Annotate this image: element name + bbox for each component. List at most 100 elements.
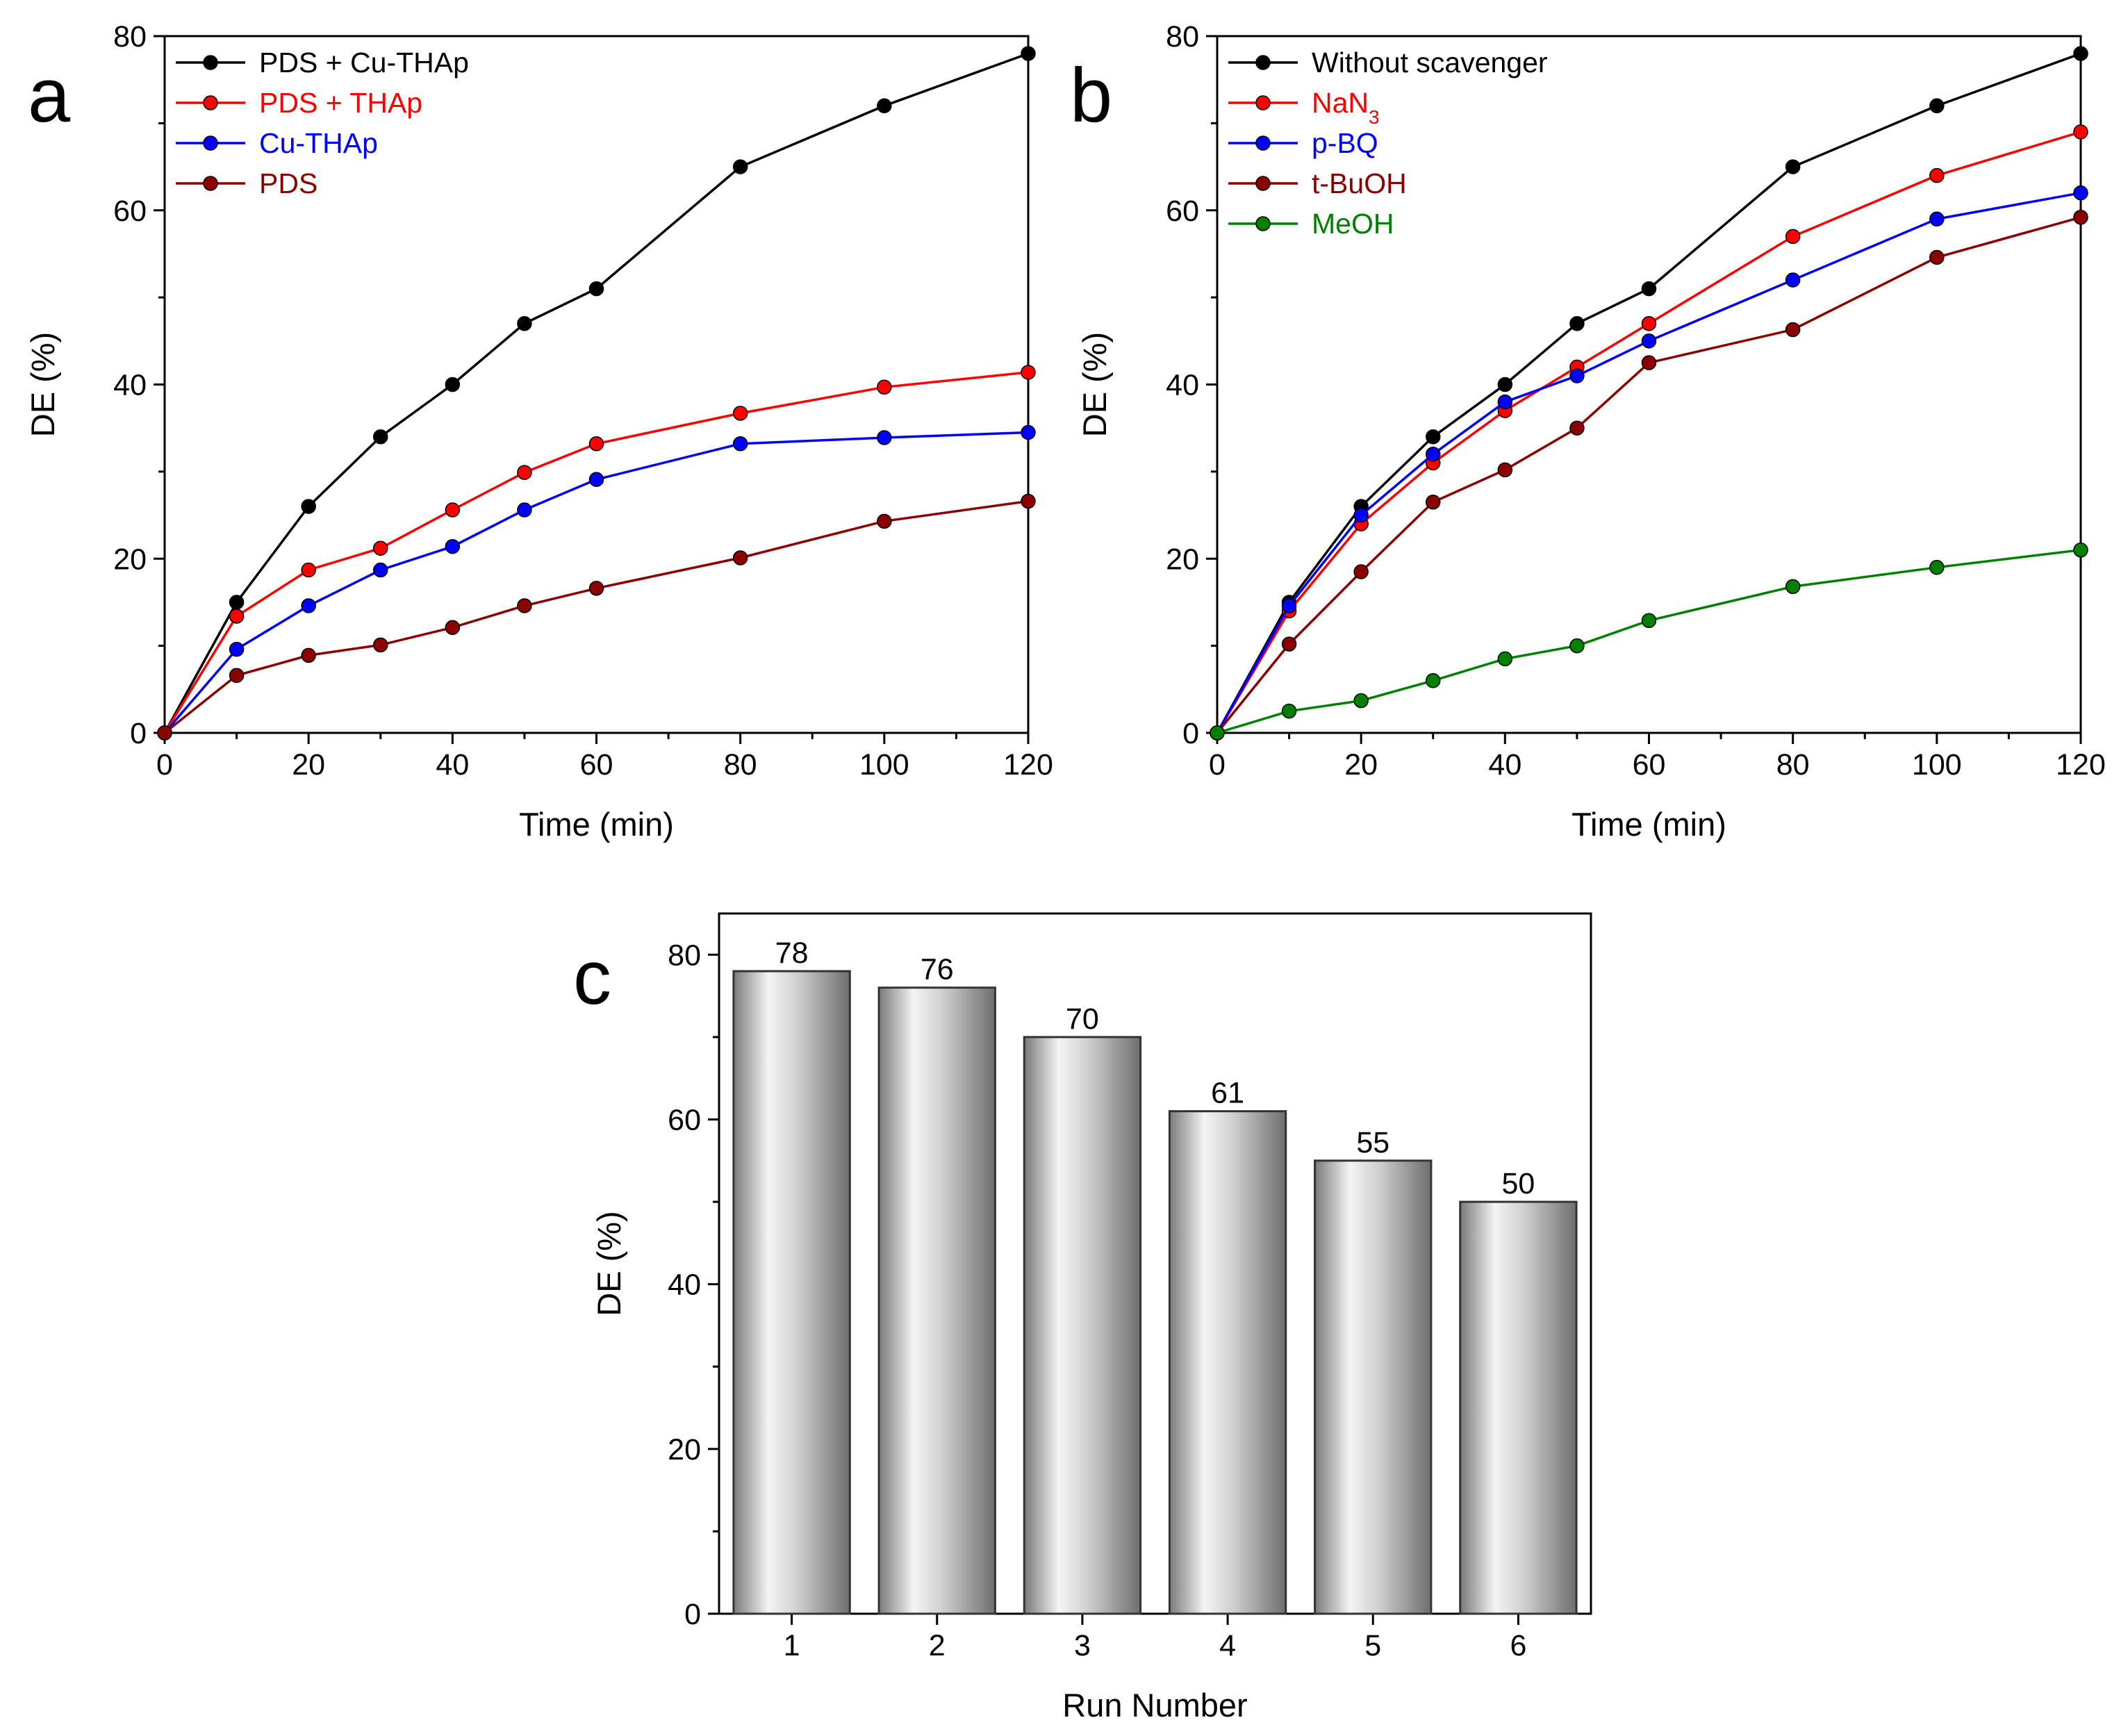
panel-b-series-t-buoh-point	[1353, 564, 1369, 579]
panel-b-series-meoh-point	[2073, 542, 2088, 558]
panel-b-legend-p-bq-marker	[1255, 135, 1271, 151]
panel-c-x-tick-label: 3	[1074, 1629, 1091, 1662]
panel-a-legend-pds-thap-label: PDS + THAp	[259, 87, 422, 119]
panel-a-y-tick-label: 40	[113, 369, 147, 402]
panel-c-bar-label-run-6: 50	[1501, 1167, 1535, 1200]
panel-b-legend-nan3-subscript: 3	[1369, 106, 1380, 128]
panel-b-series-t-buoh-point	[1785, 322, 1801, 338]
panel-b-y-tick-label: 60	[1166, 195, 1199, 228]
panel-a-series-pds-cu-thap-point	[1021, 46, 1036, 61]
panel-a-series-pds-thap-line	[163, 371, 1029, 734]
panel-b-series-without-scavenger-point	[1497, 377, 1513, 392]
panel-b-series-without-scavenger-point	[1426, 429, 1441, 445]
panel-b-series-p-bq-point	[1929, 211, 1945, 227]
panel-a-series-pds-point	[1021, 493, 1036, 509]
panel-b-x-tick-label: 80	[1776, 748, 1810, 782]
panel-b-series-t-buoh-point	[1569, 420, 1585, 436]
panel-a-x-tick-label: 20	[292, 748, 325, 782]
panel-a-series-pds-thap-point	[517, 465, 532, 480]
panel-c-y-tick-label: 40	[668, 1268, 701, 1302]
panel-b-series-meoh-point	[1353, 693, 1369, 709]
panel-a-y-tick-label: 80	[113, 20, 147, 53]
panel-a-x-tick-label: 0	[156, 748, 173, 782]
panel-b-series-t-buoh-point	[1281, 636, 1297, 652]
panel-b-legend-meoh-marker	[1255, 216, 1271, 231]
panel-c-bar-run-3	[1023, 1036, 1142, 1615]
panel-b-series-meoh-point	[1497, 651, 1513, 667]
panel-c-bar-label-run-3: 70	[1066, 1002, 1099, 1036]
panel-a-x-axis-title: Time (min)	[519, 806, 674, 843]
panel-b-series-p-bq-line	[1216, 191, 2081, 734]
panel-b-y-tick-label: 40	[1166, 369, 1199, 402]
panel-b-legend-nan3-marker	[1255, 95, 1271, 110]
panel-b-y-tick-label: 20	[1166, 543, 1199, 576]
panel-b-series-meoh-point	[1929, 560, 1945, 575]
panel-c-x-tick-label: 5	[1364, 1629, 1381, 1662]
panel-c-x-tick-label: 1	[784, 1629, 800, 1662]
panel-a-letter: a	[28, 53, 71, 138]
panel-b-y-tick-label: 80	[1166, 20, 1199, 53]
panel-c-bar-label-run-5: 55	[1356, 1126, 1389, 1159]
panel-b-series-without-scavenger-point	[1641, 281, 1657, 297]
panel-b-x-tick-label: 20	[1344, 748, 1378, 782]
panel-a-series-cu-thap-point	[373, 562, 388, 578]
panel-a-series-cu-thap-point	[1021, 424, 1036, 440]
panel-a-series-pds-point	[301, 647, 316, 663]
panel-b-series-t-buoh-point	[1929, 249, 1945, 265]
panel-a-series-pds-cu-thap-point	[445, 377, 461, 392]
panel-b-series-p-bq-point	[1641, 333, 1657, 349]
panel-c-bar-run-4	[1168, 1110, 1287, 1615]
panel-b-series-p-bq-point	[1785, 272, 1801, 288]
panel-a-series-pds-point	[229, 668, 245, 684]
panel-c-x-tick-label: 6	[1510, 1629, 1526, 1662]
panel-c-x-tick-label: 2	[929, 1629, 946, 1662]
panel-a-series-pds-cu-thap-line	[163, 52, 1029, 734]
panel-b-x-tick-label: 60	[1633, 748, 1666, 782]
panel-b-y-tick-label: 0	[1182, 717, 1199, 750]
panel-c-y-tick-label: 80	[668, 939, 701, 972]
panel-c-x-tick-label: 4	[1219, 1629, 1236, 1662]
panel-a-y-tick-label: 60	[113, 195, 147, 228]
panel-a-x-tick-label: 60	[580, 748, 613, 782]
panel-a-legend-cu-thap-marker	[203, 135, 218, 151]
panel-a-series-pds-point	[373, 637, 388, 653]
panel-a-series-cu-thap-point	[445, 538, 461, 554]
panel-a-series-pds-thap-point	[1021, 365, 1036, 380]
panel-a-series-pds-point	[588, 581, 604, 596]
panel-b-series-meoh-line	[1216, 548, 2081, 734]
panel-a-legend-cu-thap-label: Cu-THAp	[259, 127, 378, 159]
panel-b-series-p-bq-point	[2073, 185, 2088, 201]
panel-a: a 0 20 40 60 80 0 20 40 60 80 100 120 Time (min) DE (…	[24, 20, 1053, 843]
panel-c: c 0 20 40 60 80 1 2 3 4 5 6 Run Number DE (%) 78 76 70 6…	[573, 912, 1592, 1723]
panel-b-series-t-buoh-line	[1216, 216, 2081, 734]
panel-a-legend-pds-cu-thap-marker	[203, 55, 218, 70]
panel-b-series-nan3-point	[1929, 167, 1945, 183]
panel-a-series-pds-point	[732, 550, 748, 565]
panel-a-series-pds-thap-point	[732, 406, 748, 421]
panel-a-series-pds-thap-point	[301, 562, 316, 578]
panel-a-series-pds-thap-point	[373, 540, 388, 556]
panel-a-x-tick-label: 40	[436, 748, 469, 782]
panel-a-x-tick-label: 120	[1003, 748, 1053, 782]
panel-b-series-p-bq-point	[1497, 394, 1513, 410]
panel-c-y-tick-label: 60	[668, 1103, 701, 1136]
panel-a-x-tick-label: 80	[724, 748, 757, 782]
panel-b-series-without-scavenger-point	[2073, 46, 2088, 61]
panel-b-x-tick-label: 0	[1209, 748, 1226, 782]
panel-a-series-pds-line	[163, 499, 1029, 734]
panel-a-series-cu-thap-point	[588, 472, 604, 487]
panel-b-series-without-scavenger-line	[1216, 52, 2081, 734]
panel-b-series-nan3-point	[1785, 229, 1801, 245]
panel-a-legend-pds-marker	[203, 176, 218, 191]
panel-b-series-without-scavenger-point	[1785, 159, 1801, 174]
panel-b-legend-without-scavenger-marker	[1255, 55, 1271, 70]
panel-a-series-pds-cu-thap-point	[517, 315, 532, 331]
panel-b-legend-meoh-label: MeOH	[1312, 208, 1394, 240]
panel-a-series-pds-cu-thap-point	[732, 159, 748, 174]
panel-b-series-meoh-point	[1641, 613, 1657, 629]
panel-a-legend-pds-thap-marker	[203, 95, 218, 110]
panel-a-x-tick-label: 100	[859, 748, 909, 782]
panel-b-series-t-buoh-point	[1426, 495, 1441, 510]
panel-c-y-tick-label: 20	[668, 1433, 701, 1466]
